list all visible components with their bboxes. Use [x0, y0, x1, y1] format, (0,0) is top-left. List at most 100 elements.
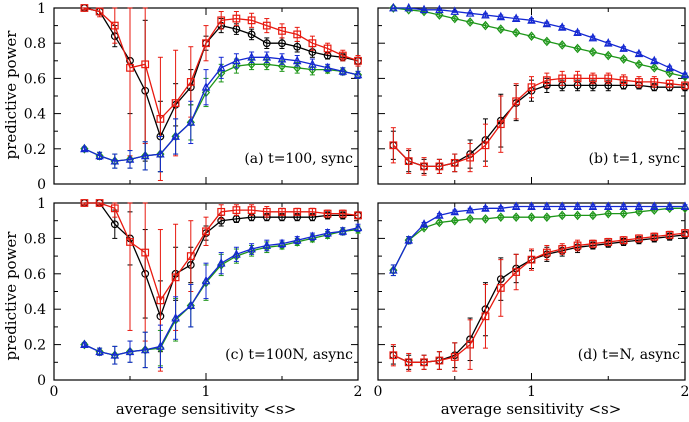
data-point-diamond: [558, 40, 567, 50]
data-point-triangle: [465, 204, 475, 214]
data-point-triangle: [435, 4, 444, 14]
data-point-square: [141, 60, 150, 69]
y-axis-title-bottom: predictive power: [2, 231, 20, 361]
data-point-circle: [293, 42, 302, 51]
data-point-square: [588, 239, 597, 248]
data-point-triangle: [125, 346, 135, 356]
data-point-triangle: [542, 201, 552, 210]
data-point-triangle: [110, 155, 120, 165]
data-point-triangle: [603, 38, 613, 47]
data-point-triangle: [156, 148, 165, 158]
data-point-square: [262, 207, 271, 216]
data-point-square: [635, 78, 643, 86]
data-point-square: [450, 158, 459, 167]
data-point-square: [323, 209, 332, 218]
data-point-diamond: [435, 10, 444, 20]
data-point-triangle: [125, 154, 135, 163]
data-point-triangle: [140, 344, 150, 354]
data-point-square: [156, 114, 165, 123]
data-point-diamond: [435, 217, 444, 228]
data-point-triangle: [450, 6, 460, 15]
data-point-square: [619, 236, 628, 245]
data-point-square: [527, 255, 536, 264]
data-point-square: [262, 21, 271, 30]
data-point-square: [338, 209, 347, 218]
y-tick-label: 0.2: [24, 142, 46, 158]
data-point-diamond: [542, 36, 551, 47]
data-point-square: [389, 141, 398, 150]
data-point-square: [95, 199, 104, 207]
data-point-circle: [110, 220, 119, 229]
data-point-triangle: [186, 300, 196, 310]
x-axis-title-right: average sensitivity <s>: [441, 400, 622, 418]
data-point-square: [293, 207, 302, 216]
data-point-square: [573, 241, 582, 250]
data-point-diamond: [481, 20, 490, 31]
data-point-triangle: [292, 55, 302, 65]
data-point-square: [420, 358, 428, 367]
data-point-triangle: [171, 131, 180, 140]
data-point-triangle: [634, 48, 644, 58]
data-point-triangle: [481, 9, 490, 19]
data-point-square: [202, 227, 210, 236]
data-point-triangle: [308, 231, 317, 241]
data-point-square: [665, 230, 674, 239]
data-point-diamond: [604, 208, 613, 219]
data-point-square: [573, 74, 582, 83]
data-point-square: [512, 268, 521, 276]
data-point-square: [171, 273, 180, 282]
data-point-triangle: [262, 52, 272, 61]
data-point-square: [650, 78, 659, 86]
data-point-triangle: [140, 150, 150, 160]
data-point-square: [323, 44, 332, 53]
y-tick-label: 0.8: [24, 231, 46, 247]
data-point-triangle: [186, 117, 196, 126]
data-point-triangle: [680, 69, 689, 79]
data-point-triangle: [542, 18, 552, 28]
series-line: [393, 232, 686, 363]
y-tick-label: 0.8: [24, 36, 46, 52]
y-tick-label: 0.6: [24, 71, 46, 87]
data-point-triangle: [277, 53, 287, 63]
data-point-diamond: [542, 212, 551, 222]
data-point-diamond: [481, 214, 490, 224]
series-blue-triangles: [389, 2, 689, 79]
data-point-triangle: [619, 201, 628, 210]
data-point-triangle: [619, 43, 628, 52]
data-point-diamond: [308, 64, 317, 75]
x-tick-label: 2: [681, 384, 689, 400]
data-point-square: [278, 26, 286, 35]
data-point-triangle: [419, 4, 429, 14]
data-point-square: [435, 356, 444, 365]
data-point-triangle: [389, 265, 398, 274]
series-blue-triangles: [389, 201, 689, 277]
data-point-square: [247, 16, 256, 25]
data-point-diamond: [512, 27, 521, 38]
data-point-square: [558, 74, 567, 83]
data-point-square: [110, 204, 119, 213]
data-point-diamond: [389, 3, 398, 13]
data-point-diamond: [512, 212, 521, 222]
x-tick-label: 2: [354, 384, 363, 400]
data-point-square: [435, 162, 444, 171]
panels-group: 0 0.2 0.4 0.6 0.8 1 (a) t=100, sync (b) t=1, sy…: [24, 1, 689, 400]
data-point-square: [420, 162, 428, 171]
data-point-triangle: [80, 143, 89, 153]
data-point-triangle: [419, 219, 429, 228]
data-point-square: [404, 157, 413, 166]
data-point-square: [156, 296, 165, 305]
data-point-diamond: [527, 31, 536, 41]
y-axis-title-top: predictive power: [2, 30, 20, 160]
data-point-square: [404, 358, 413, 367]
data-point-square: [604, 74, 613, 83]
data-point-square: [604, 238, 613, 246]
data-point-triangle: [353, 222, 363, 232]
data-point-diamond: [604, 50, 613, 61]
data-point-square: [354, 211, 362, 220]
data-point-triangle: [216, 62, 226, 72]
data-point-square: [512, 97, 521, 106]
data-point-square: [110, 21, 119, 30]
y-tick-label: 0.4: [24, 107, 46, 123]
data-point-diamond: [665, 68, 674, 78]
